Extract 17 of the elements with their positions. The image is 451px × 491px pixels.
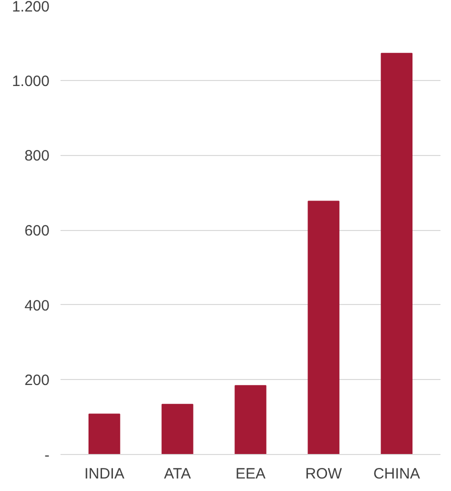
bar [380, 52, 412, 454]
bar [234, 385, 266, 454]
y-tick-label: - [44, 447, 50, 464]
x-tick-label: ATA [164, 466, 191, 482]
y-tick-label: 400 [24, 297, 50, 314]
x-tick-label: ROW [305, 466, 343, 482]
y-tick-label: 1.200 [12, 0, 50, 16]
bar [88, 414, 120, 454]
x-tick-label: INDIA [84, 466, 124, 482]
y-tick-label: 200 [24, 372, 50, 390]
x-tick-label: CHINA [373, 466, 420, 482]
bar [162, 404, 194, 454]
y-tick-label: 600 [24, 222, 50, 240]
x-tick-label: EEA [235, 466, 266, 482]
y-tick-label: 1.000 [12, 72, 50, 90]
y-tick-label: 800 [24, 148, 50, 165]
bar [308, 200, 340, 454]
